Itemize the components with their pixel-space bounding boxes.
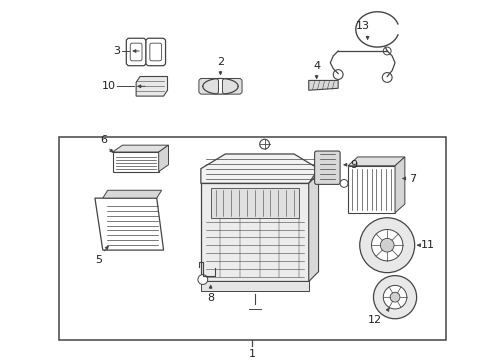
FancyBboxPatch shape [149, 43, 162, 61]
Text: 12: 12 [367, 315, 381, 325]
Text: 2: 2 [217, 57, 224, 67]
Circle shape [383, 285, 406, 309]
Polygon shape [394, 157, 404, 213]
Polygon shape [201, 154, 318, 183]
Circle shape [259, 139, 269, 149]
Bar [210, 188, 298, 218]
FancyBboxPatch shape [314, 151, 340, 184]
Polygon shape [201, 183, 308, 282]
Bar [59, 137, 445, 340]
Circle shape [380, 238, 393, 252]
FancyBboxPatch shape [130, 43, 142, 61]
Circle shape [383, 47, 390, 55]
Polygon shape [347, 157, 404, 166]
Polygon shape [159, 145, 168, 172]
Polygon shape [112, 145, 168, 152]
FancyBboxPatch shape [126, 38, 145, 66]
Bar [347, 166, 394, 213]
Text: 9: 9 [349, 160, 356, 170]
Text: 13: 13 [355, 21, 369, 31]
Text: 4: 4 [312, 60, 320, 71]
Text: 7: 7 [408, 174, 415, 184]
Text: 5: 5 [95, 255, 102, 265]
FancyBboxPatch shape [222, 78, 242, 94]
Polygon shape [136, 77, 167, 96]
Circle shape [382, 73, 391, 82]
Text: 8: 8 [207, 293, 214, 303]
Circle shape [359, 218, 414, 273]
Circle shape [373, 276, 416, 319]
Text: 1: 1 [248, 349, 255, 359]
Text: 11: 11 [420, 240, 434, 250]
Polygon shape [201, 282, 308, 291]
Circle shape [333, 69, 343, 80]
Text: 6: 6 [100, 135, 106, 145]
Polygon shape [102, 190, 162, 198]
Text: 10: 10 [102, 81, 115, 91]
FancyBboxPatch shape [145, 38, 165, 66]
Circle shape [198, 275, 207, 284]
Polygon shape [95, 198, 163, 250]
Polygon shape [112, 152, 159, 172]
Circle shape [371, 230, 402, 261]
Polygon shape [308, 80, 338, 90]
Circle shape [389, 292, 399, 302]
Circle shape [340, 180, 347, 187]
Text: 3: 3 [113, 46, 120, 56]
Polygon shape [308, 174, 318, 282]
FancyBboxPatch shape [199, 78, 218, 94]
